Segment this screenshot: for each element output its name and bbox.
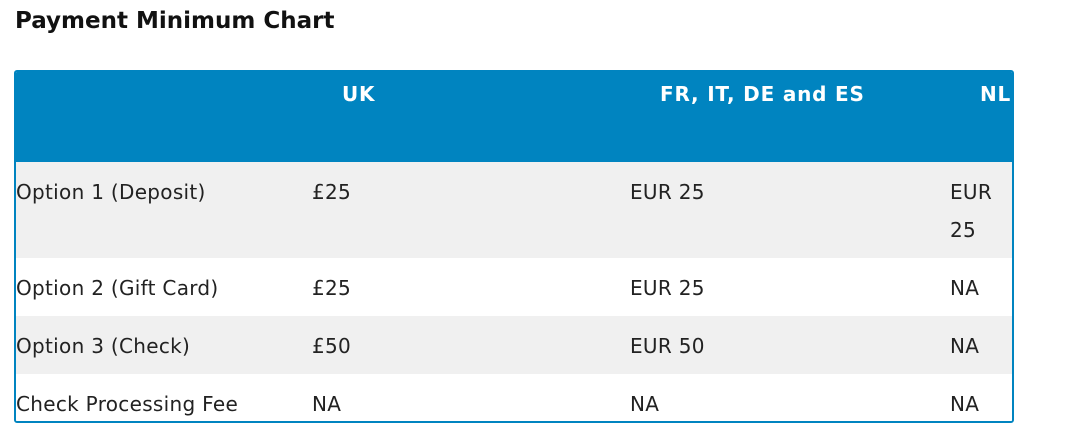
table-cell: Option 2 (Gift Card) [16,276,219,300]
table-cell: EUR 50 [630,334,705,358]
table-cell: NA [312,392,342,416]
table-cell: £50 [312,334,352,358]
table-row: Option 3 (Check) £50 EUR 50 NA [16,316,1012,374]
column-header: NL [980,82,1012,106]
table: UK FR, IT, DE and ES NL Option 1 (Deposit)… [14,70,1014,423]
table-row: Option 1 (Deposit) £25 EUR 25 EUR 25 [16,162,1012,258]
table-cell: NA [630,392,660,416]
table-header: UK FR, IT, DE and ES NL [16,72,1012,162]
table-row: Check Processing Fee NA NA NA [16,374,1012,421]
page-title: Payment Minimum Chart [15,8,335,34]
table-cell: Check Processing Fee [16,392,239,416]
table-cell: Option 1 (Deposit) [16,180,206,204]
table-row: Option 2 (Gift Card) £25 EUR 25 NA [16,258,1012,316]
table-cell: £25 [312,180,352,204]
column-header: FR, IT, DE and ES [660,82,865,106]
column-header: UK [342,82,376,106]
table-cell: EUR 25 [950,180,993,242]
table-cell: EUR 25 [630,180,705,204]
table-cell: NA [950,392,980,416]
table-cell: £25 [312,276,352,300]
table-cell: Option 3 (Check) [16,334,191,358]
table-cell: EUR 25 [630,276,705,300]
table-cell: NA [950,334,980,358]
table-cell: NA [950,276,980,300]
